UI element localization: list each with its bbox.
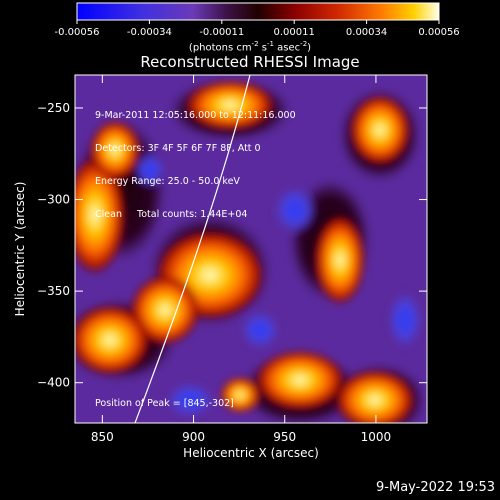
y-axis-label: Heliocentric Y (arcsec): [13, 181, 27, 317]
x-axis: 850 900 950 1000: [91, 75, 391, 444]
x-tick-label: 950: [273, 430, 296, 444]
colorbar: -0.00056 -0.00034 -0.00011 0.00011 0.00034 0.…: [0, 0, 500, 54]
colorbar-svg: -0.00056 -0.00034 -0.00011 0.00011 0.00034 0.…: [55, 2, 460, 38]
colorbar-units: (photons cm-2 s-1 asec-2): [0, 38, 500, 54]
colorbar-tick-label: 0.00011: [274, 27, 315, 38]
info-detectors: Detectors: 3F 4F 5F 6F 7F 8F, Att 0: [95, 143, 261, 154]
units-exp: -2: [251, 40, 259, 48]
x-tick-label: 1000: [361, 430, 392, 444]
colorbar-tick-label: -0.00056: [55, 27, 100, 38]
image-map: [75, 75, 427, 423]
x-tick-label: 850: [91, 430, 114, 444]
units-part: ): [307, 42, 312, 54]
peak-position: Position of Peak = [845,-302]: [95, 398, 234, 409]
footer-timestamp: 9-May-2022 19:53: [376, 480, 495, 495]
y-tick-label: −250: [37, 101, 70, 115]
y-tick-label: −300: [37, 193, 70, 207]
info-time-range: 9-Mar-2011 12:05:16.000 to 12:11:16.000: [95, 110, 296, 121]
x-tick-label: 900: [182, 430, 205, 444]
info-counts: Clean Total counts: 1.44E+04: [95, 209, 248, 220]
colorbar-tick-label: 0.00034: [346, 27, 387, 38]
info-box: 9-Mar-2011 12:05:16.000 to 12:11:16.000 …: [95, 88, 296, 231]
units-exp: -2: [300, 40, 308, 48]
colorbar-tick-label: 0.00056: [418, 27, 459, 38]
y-tick-label: −350: [37, 284, 70, 298]
units-exp: -1: [267, 40, 274, 48]
colorbar-ticks: -0.00056 -0.00034 -0.00011 0.00011 0.00034 0.…: [55, 20, 460, 38]
units-part: asec: [274, 42, 301, 54]
plot-title: Reconstructed RHESSI Image: [140, 53, 360, 71]
colorbar-tick-label: -0.00034: [127, 27, 172, 38]
x-axis-label: Heliocentric X (arcsec): [183, 446, 319, 460]
units-part: (photons cm: [188, 42, 252, 54]
y-axis: −250 −300 −350 −400: [37, 101, 427, 390]
info-energy-range: Energy Range: 25.0 - 50.0 keV: [95, 176, 240, 187]
colorbar-tick-label: -0.00011: [199, 27, 244, 38]
solar-limb-line: [134, 75, 251, 423]
units-part: s: [258, 42, 268, 54]
plot-frame: [74, 74, 428, 424]
colorbar-gradient: [76, 2, 440, 21]
y-tick-label: −400: [37, 376, 70, 390]
